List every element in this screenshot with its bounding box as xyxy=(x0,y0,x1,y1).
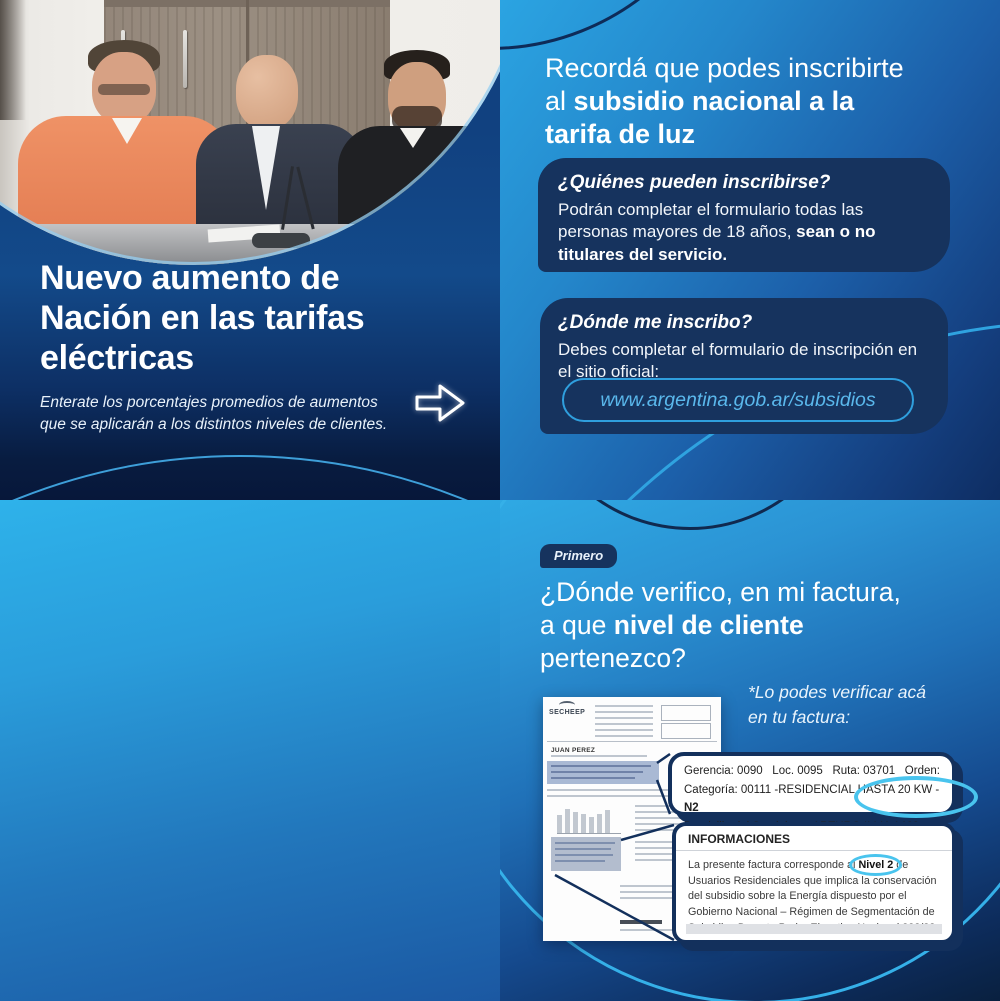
answer-bold: sean o no titulares del servicio. xyxy=(558,222,876,264)
photo-shadow xyxy=(0,0,26,120)
card-question: ¿Dónde me inscribo? xyxy=(558,312,753,333)
invoice-text-lines xyxy=(551,755,647,761)
invoice-logo: SECHEEP xyxy=(549,701,586,716)
field-loc: Loc. 0095 xyxy=(772,765,823,777)
section-invoice-verification: Primero ¿Dónde verifico, en mi factura, … xyxy=(500,500,1000,1001)
heading-line: a que xyxy=(540,609,614,640)
invoice-informaciones-block xyxy=(551,837,621,871)
subtitle-line: Enterate los porcentajes promedios de au… xyxy=(40,394,378,411)
section-subsidy-info: Recordá que podes inscribirte al subsidi… xyxy=(500,0,1000,500)
invoice-box xyxy=(661,723,711,739)
card-question: ¿Quiénes pueden inscribirse? xyxy=(558,172,831,193)
heading-line: ¿Dónde verifico, en mi factura, xyxy=(540,577,901,607)
invoice-detail-callout: Gerencia: 0090 Loc. 0095 Ruta: 03701 Ord… xyxy=(668,752,978,833)
invoice-consumption-chart xyxy=(557,805,621,834)
person-center-head xyxy=(236,55,298,129)
field-gerencia: Gerencia: 0090 xyxy=(684,765,763,777)
verify-heading: ¿Dónde verifico, en mi factura, a que ni… xyxy=(540,576,901,675)
heading-line: Recordá que podes inscribirte xyxy=(545,53,904,83)
page-title: Nuevo aumento de Nación en las tarifas e… xyxy=(40,258,365,378)
heading-bold: subsidio nacional a la xyxy=(573,85,855,116)
section-increase-chart: Porcentajes de aumentos dispuestos por N… xyxy=(0,500,500,1001)
subsidy-url-link[interactable]: www.argentina.gob.ar/subsidios xyxy=(562,378,914,422)
decorative-cyan-arc xyxy=(0,455,500,500)
card-who-can-register: ¿Quiénes pueden inscribirse? Podrán comp… xyxy=(538,158,950,272)
arrow-right-icon xyxy=(415,384,465,422)
heading-line: pertenezco? xyxy=(540,642,686,673)
invoice-text-lines xyxy=(620,929,680,933)
step-badge: Primero xyxy=(540,544,618,568)
field-ruta: Ruta: 03701 xyxy=(832,765,896,777)
invoice-text-lines xyxy=(620,885,678,903)
invoice-rule xyxy=(547,741,717,742)
card-answer: Podrán completar el formulario todas las… xyxy=(558,199,930,266)
heading-bold: nivel de cliente xyxy=(613,609,804,640)
informaciones-footer-bar xyxy=(686,924,942,934)
page-subtitle: Enterate los porcentajes promedios de au… xyxy=(40,392,387,436)
field-nivel-code: N2 xyxy=(684,802,699,815)
invoice-text-lines xyxy=(595,705,653,737)
section-announcement: Nuevo aumento de Nación en las tarifas e… xyxy=(0,0,500,500)
press-conference-photo xyxy=(0,0,500,265)
invoice-box xyxy=(661,705,711,721)
invoice-caption: *Lo podes verificar acá en tu factura: xyxy=(748,680,926,729)
decorative-dark-circle xyxy=(500,0,740,50)
caption-line: *Lo podes verificar acá xyxy=(748,682,927,702)
invoice-customer-name: JUAN PEREZ xyxy=(551,747,596,754)
callout-line1: Gerencia: 0090 Loc. 0095 Ruta: 03701 Ord… xyxy=(684,762,940,781)
subtitle-line: que se aplicarán a los distintos niveles… xyxy=(40,416,388,433)
field-orden: Orden: xyxy=(904,765,940,777)
heading-line: al xyxy=(545,85,574,116)
n2-highlight-ellipse xyxy=(854,776,978,818)
cabinet-handle xyxy=(183,30,187,88)
zoom-connector-lines xyxy=(554,752,675,942)
heading-bold: tarifa de luz xyxy=(545,118,696,149)
nivel2-highlight: Nivel 2 xyxy=(858,859,894,871)
informaciones-header: INFORMACIONES xyxy=(676,826,952,851)
subsidy-heading: Recordá que podes inscribirte al subsidi… xyxy=(545,52,904,151)
answer-text: Podrán completar el formulario todas las… xyxy=(558,200,864,242)
body-text: La presente factura corresponde al xyxy=(688,859,859,871)
card-where-register: ¿Dónde me inscribo? Debes completar el f… xyxy=(540,298,948,434)
title-line: Nuevo aumento de xyxy=(40,259,340,297)
invoice-highlighted-rows xyxy=(547,761,659,784)
card-answer: Debes completar el formulario de inscrip… xyxy=(558,340,918,382)
photo-scene xyxy=(0,0,500,265)
voice-recorder xyxy=(252,233,310,248)
informaciones-callout: INFORMACIONES La presente factura corres… xyxy=(672,822,956,944)
title-line: Nación en las tarifas xyxy=(40,299,365,338)
caption-line: en tu factura: xyxy=(748,706,851,727)
person-left-glasses xyxy=(98,84,150,95)
title-line: eléctricas xyxy=(40,339,194,378)
